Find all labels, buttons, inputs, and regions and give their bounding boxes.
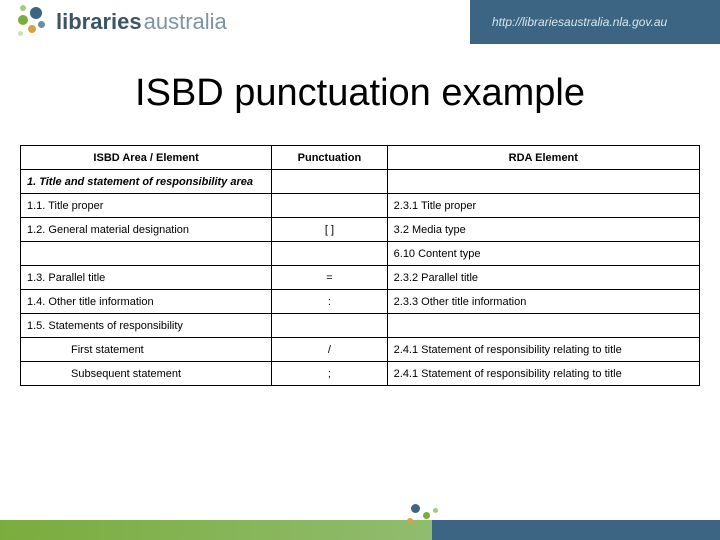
cell-area: 1. Title and statement of responsibility… <box>21 170 272 194</box>
footer-left <box>0 520 432 540</box>
logo-area: libraries australia <box>0 3 227 41</box>
cell-punctuation <box>272 314 387 338</box>
table-row: First statement/2.4.1 Statement of respo… <box>21 338 700 362</box>
cell-area: Subsequent statement <box>21 362 272 386</box>
footer-right <box>432 520 720 540</box>
cell-area: First statement <box>21 338 272 362</box>
cell-rda: 2.4.1 Statement of responsibility relati… <box>387 362 699 386</box>
cell-rda: 2.3.2 Parallel title <box>387 266 699 290</box>
cell-area: 1.5. Statements of responsibility <box>21 314 272 338</box>
cell-rda: 2.3.3 Other title information <box>387 290 699 314</box>
table-row: 1.5. Statements of responsibility <box>21 314 700 338</box>
cell-punctuation: [ ] <box>272 218 387 242</box>
cell-punctuation: ; <box>272 362 387 386</box>
header-rda: RDA Element <box>387 146 699 170</box>
table-row: 1.2. General material designation[ ]3.2 … <box>21 218 700 242</box>
table-row: Subsequent statement;2.4.1 Statement of … <box>21 362 700 386</box>
cell-punctuation <box>272 194 387 218</box>
cell-area: 1.4. Other title information <box>21 290 272 314</box>
url-text: http://librariesaustralia.nla.gov.au <box>492 15 667 29</box>
url-bar: http://librariesaustralia.nla.gov.au <box>470 0 720 44</box>
cell-area <box>21 242 272 266</box>
cell-rda <box>387 170 699 194</box>
table-row: 1.1. Title proper 2.3.1 Title proper <box>21 194 700 218</box>
cell-rda <box>387 314 699 338</box>
cell-rda: 2.3.1 Title proper <box>387 194 699 218</box>
header-area: ISBD Area / Element <box>21 146 272 170</box>
cell-area: 1.3. Parallel title <box>21 266 272 290</box>
logo-text: libraries australia <box>56 9 227 35</box>
footer <box>0 520 720 540</box>
table-row: 6.10 Content type <box>21 242 700 266</box>
cell-rda: 6.10 Content type <box>387 242 699 266</box>
cell-punctuation: / <box>272 338 387 362</box>
page-title: ISBD punctuation example <box>0 72 720 115</box>
isbd-table: ISBD Area / Element Punctuation RDA Elem… <box>20 145 700 386</box>
cell-punctuation <box>272 170 387 194</box>
cell-punctuation: : <box>272 290 387 314</box>
cell-area: 1.1. Title proper <box>21 194 272 218</box>
logo-bold: libraries <box>56 9 142 35</box>
cell-area: 1.2. General material designation <box>21 218 272 242</box>
cell-punctuation: = <box>272 266 387 290</box>
cell-rda: 2.4.1 Statement of responsibility relati… <box>387 338 699 362</box>
header-punctuation: Punctuation <box>272 146 387 170</box>
table-row: 1.4. Other title information:2.3.3 Other… <box>21 290 700 314</box>
cell-rda: 3.2 Media type <box>387 218 699 242</box>
cell-punctuation <box>272 242 387 266</box>
table-row: 1.3. Parallel title=2.3.2 Parallel title <box>21 266 700 290</box>
table-row: 1. Title and statement of responsibility… <box>21 170 700 194</box>
footer-bubbles-icon <box>403 504 463 534</box>
logo-light: australia <box>144 9 227 35</box>
logo-bubbles-icon <box>12 3 50 41</box>
table-header-row: ISBD Area / Element Punctuation RDA Elem… <box>21 146 700 170</box>
header: libraries australia http://librariesaust… <box>0 0 720 44</box>
table-container: ISBD Area / Element Punctuation RDA Elem… <box>0 115 720 386</box>
